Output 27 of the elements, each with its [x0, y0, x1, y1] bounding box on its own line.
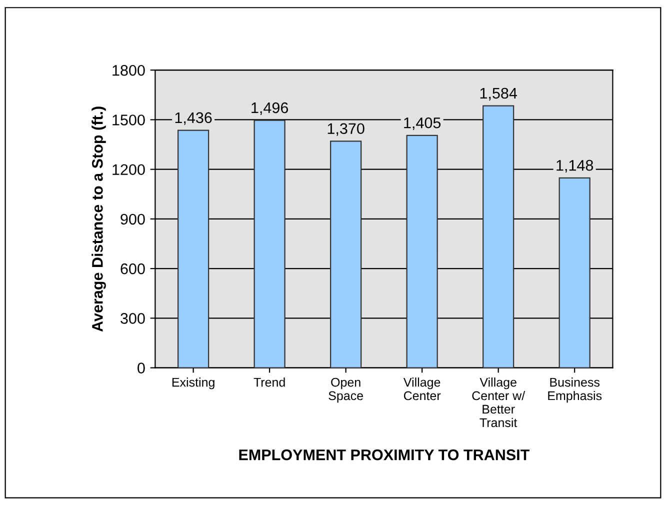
x-tick-label: Business Emphasis: [548, 378, 602, 403]
x-tick-label: Open Space: [328, 378, 363, 403]
bar: [406, 134, 438, 368]
x-tick-label: Existing: [172, 378, 214, 390]
bar: [254, 120, 286, 368]
bar: [330, 140, 362, 368]
bar: [178, 130, 210, 368]
y-tick-label: 900: [120, 214, 145, 225]
x-tick-label: Trend: [254, 378, 285, 387]
y-tick-label: 300: [120, 313, 145, 324]
y-tick-label: 1200: [112, 164, 145, 176]
data-label: 1,370: [328, 123, 364, 136]
y-tick-label: 600: [120, 263, 145, 274]
x-axis-title: EMPLOYMENT PROXIMITY TO TRANSIT: [239, 449, 530, 460]
y-tick-label: 1800: [112, 64, 145, 76]
data-label: 1,496: [252, 102, 288, 115]
x-tick-label: Village Center w/ Better Transit: [472, 378, 526, 428]
y-tick-label: 0: [138, 362, 145, 374]
bar: [558, 177, 590, 368]
data-label: 1,436: [175, 112, 212, 125]
x-tick-label: Village Center: [403, 378, 441, 400]
data-label: 1,405: [404, 117, 441, 130]
bar: [482, 105, 514, 368]
data-label: 1,148: [556, 160, 594, 173]
y-axis-title: Average Distance to a Stop (ft.): [92, 106, 106, 332]
y-tick-label: 1500: [112, 114, 145, 126]
data-label: 1,584: [480, 88, 518, 100]
